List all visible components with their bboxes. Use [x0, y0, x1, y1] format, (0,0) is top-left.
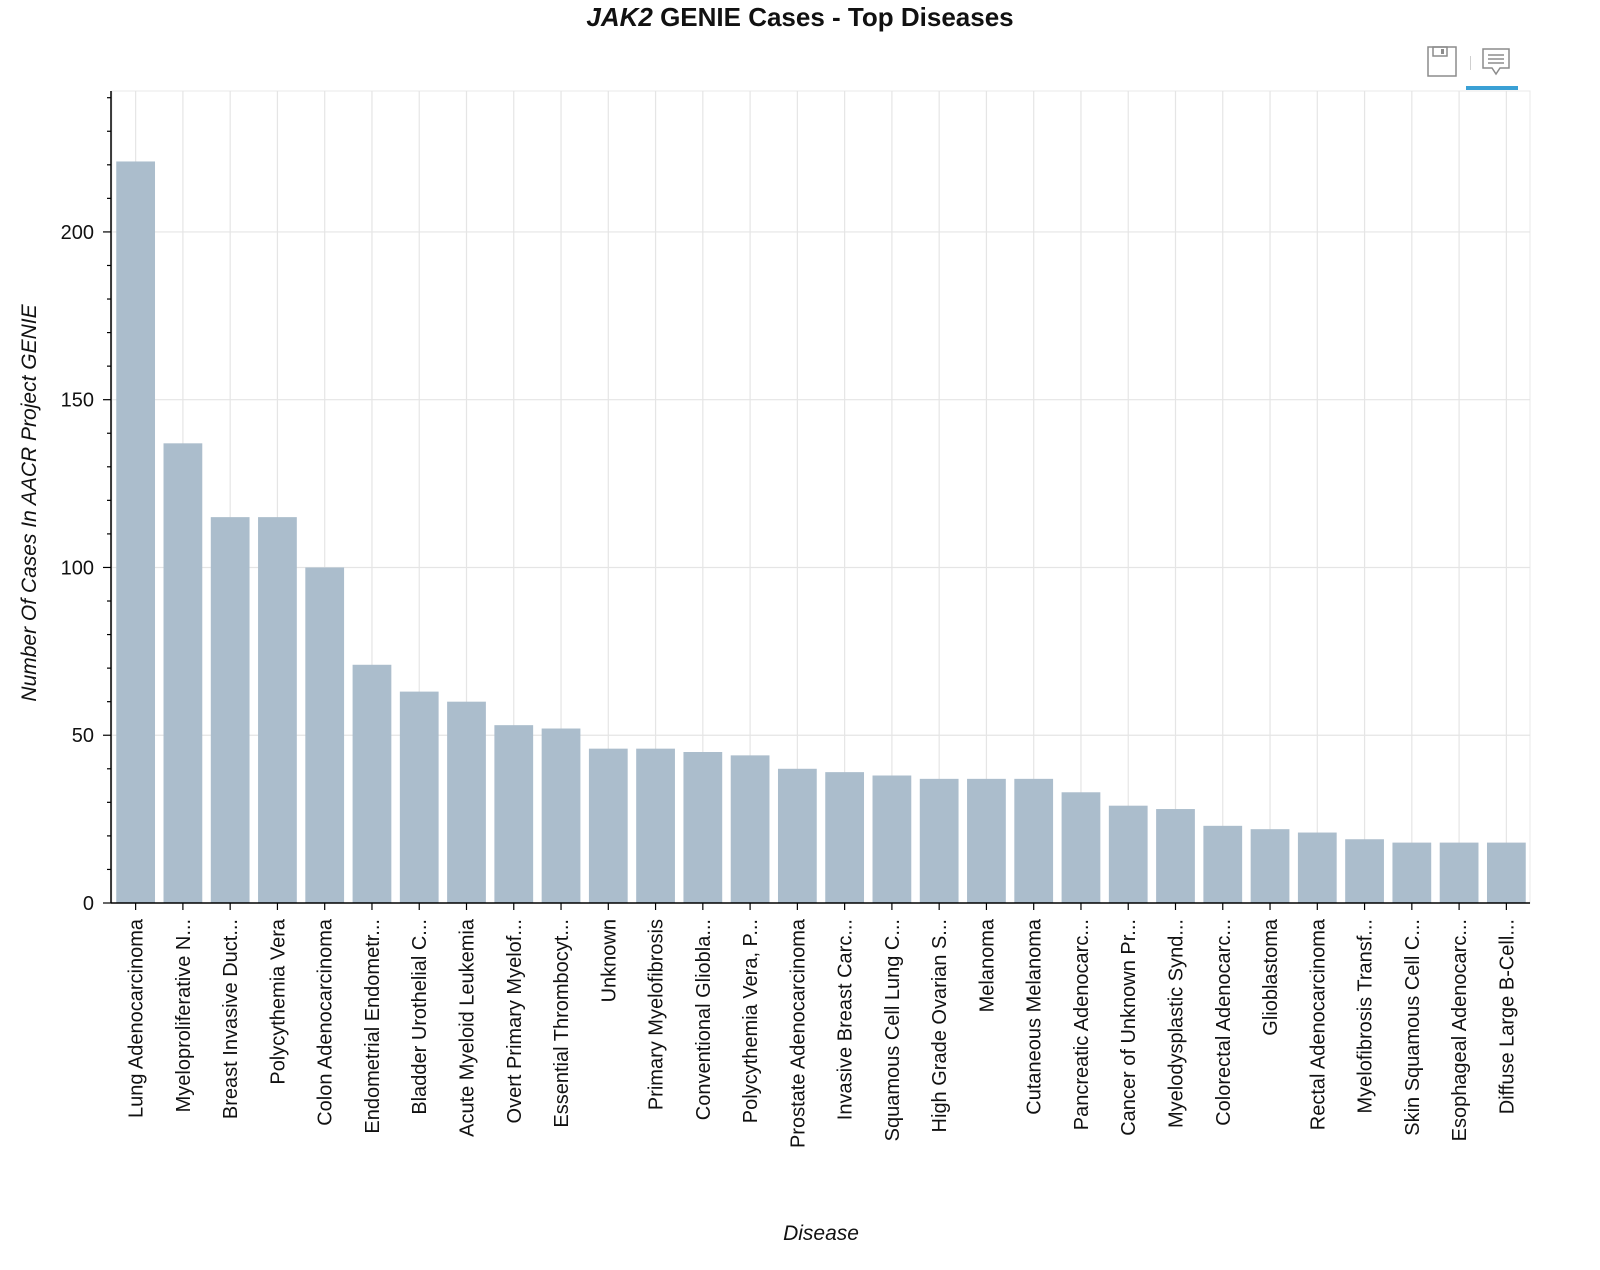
- x-tick-label: Breast Invasive Duct...: [220, 919, 242, 1119]
- x-tick-label: Conventional Gliobla...: [693, 919, 715, 1120]
- bar[interactable]: [447, 701, 486, 903]
- x-tick-label: Prostate Adenocarcinoma: [787, 918, 809, 1148]
- y-tick-label: 150: [61, 390, 94, 412]
- title-rest: GENIE Cases - Top Diseases: [652, 2, 1014, 32]
- x-tick-label: Myeloproliferative N...: [173, 919, 195, 1112]
- bar[interactable]: [683, 752, 723, 903]
- bar[interactable]: [1439, 842, 1479, 903]
- x-tick-label: Melanoma: [976, 918, 998, 1012]
- bar[interactable]: [1061, 792, 1101, 903]
- bar[interactable]: [636, 748, 675, 903]
- x-tick-label: Skin Squamous Cell C...: [1402, 919, 1424, 1136]
- x-tick-label: Cutaneous Melanoma: [1024, 918, 1046, 1115]
- x-tick-label: Acute Myeloid Leukemia: [457, 918, 479, 1137]
- x-tick-label: Esophageal Adenocarc...: [1449, 919, 1471, 1141]
- bar[interactable]: [541, 728, 581, 903]
- y-tick-label: 100: [61, 557, 94, 579]
- x-tick-label: High Grade Ovarian S...: [929, 919, 951, 1132]
- bar[interactable]: [305, 567, 345, 903]
- bar[interactable]: [1203, 825, 1243, 903]
- x-tick-label: Polycythemia Vera: [267, 918, 289, 1085]
- bar[interactable]: [730, 755, 770, 903]
- y-tick-label: 200: [61, 222, 94, 244]
- y-axis-title: Number Of Cases In AACR Project GENIE: [18, 303, 41, 701]
- bar[interactable]: [919, 778, 959, 903]
- hover-tooltip-icon: [1482, 48, 1510, 76]
- bar[interactable]: [777, 768, 817, 903]
- bar[interactable]: [163, 443, 203, 903]
- x-tick-label: Primary Myelofibrosis: [646, 919, 668, 1110]
- hover-tool-button[interactable]: [1476, 44, 1516, 82]
- x-tick-label: Myelodysplastic Synd...: [1166, 919, 1188, 1128]
- x-tick-label: Squamous Cell Lung C...: [882, 919, 904, 1141]
- x-tick-label: Overt Primary Myelof...: [504, 919, 526, 1123]
- x-tick-label: Cancer of Unknown Pr...: [1118, 919, 1140, 1136]
- bar[interactable]: [116, 161, 156, 903]
- title-gene: JAK2: [586, 2, 653, 32]
- x-tick-label: Unknown: [598, 919, 620, 1002]
- y-tick-label: 0: [83, 893, 94, 915]
- bar[interactable]: [872, 775, 912, 903]
- y-tick-label: 50: [72, 725, 94, 747]
- x-tick-label: Polycythemia Vera, P...: [740, 919, 762, 1123]
- x-tick-label: Myelofibrosis Transf...: [1355, 919, 1377, 1114]
- bar[interactable]: [1250, 829, 1290, 903]
- x-tick-label: Essential Thrombocyt...: [551, 919, 573, 1128]
- bar[interactable]: [1345, 839, 1384, 903]
- active-tool-indicator: [1466, 86, 1518, 90]
- x-tick-label: Invasive Breast Carc...: [835, 919, 857, 1120]
- bar[interactable]: [494, 725, 534, 903]
- bar[interactable]: [588, 748, 628, 903]
- bar[interactable]: [352, 664, 392, 903]
- bar[interactable]: [1108, 805, 1148, 903]
- bar[interactable]: [1392, 842, 1432, 903]
- toolbar-divider: [1470, 56, 1471, 70]
- x-tick-label: Colorectal Adenocarc...: [1213, 919, 1235, 1126]
- bar[interactable]: [210, 517, 250, 903]
- save-tool-button[interactable]: [1422, 44, 1462, 82]
- bar[interactable]: [825, 772, 865, 903]
- bar[interactable]: [1486, 842, 1526, 903]
- x-tick-label: Glioblastoma: [1260, 918, 1282, 1036]
- x-tick-label: Pancreatic Adenocarc...: [1071, 919, 1093, 1130]
- bar[interactable]: [1156, 809, 1195, 903]
- bar[interactable]: [1297, 832, 1337, 903]
- bar[interactable]: [967, 778, 1006, 903]
- bar[interactable]: [399, 691, 439, 903]
- bar[interactable]: [1014, 778, 1054, 903]
- x-tick-label: Lung Adenocarcinoma: [126, 918, 148, 1118]
- plot-frame: [111, 90, 1531, 904]
- x-tick-label: Endometrial Endometr...: [362, 919, 384, 1134]
- x-tick-label: Bladder Urothelial C...: [409, 919, 431, 1115]
- save-icon: [1427, 46, 1457, 77]
- x-tick-label: Colon Adenocarcinoma: [315, 918, 337, 1126]
- bar[interactable]: [258, 517, 297, 903]
- x-axis-title: Disease: [783, 1222, 859, 1245]
- chart-title: JAK2 GENIE Cases - Top Diseases: [0, 2, 1600, 33]
- x-tick-label: Diffuse Large B-Cell...: [1496, 919, 1518, 1114]
- x-tick-label: Rectal Adenocarcinoma: [1307, 918, 1329, 1130]
